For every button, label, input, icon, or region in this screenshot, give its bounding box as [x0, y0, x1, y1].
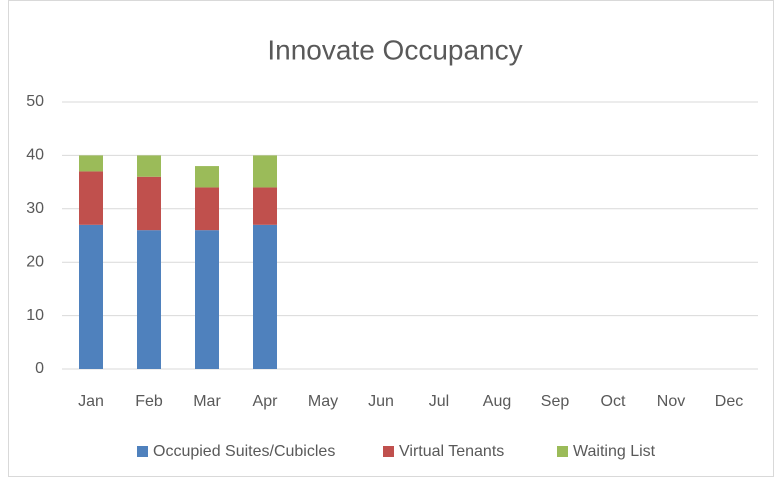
bar-segment — [137, 230, 161, 369]
x-tick-label: Apr — [253, 393, 279, 410]
bar-segment — [195, 230, 219, 369]
y-tick-label: 20 — [26, 253, 44, 270]
bar-segment — [137, 176, 161, 231]
x-tick-label: Jun — [368, 393, 394, 410]
x-tick-label: Feb — [135, 393, 163, 410]
bar-segment — [253, 155, 277, 188]
legend-label: Occupied Suites/Cubicles — [153, 443, 335, 460]
bar-segment — [79, 155, 103, 172]
x-tick-label: Dec — [715, 393, 743, 410]
legend-swatch — [383, 446, 394, 457]
bar-segment — [195, 166, 219, 188]
chart-title: Innovate Occupancy — [267, 34, 522, 65]
bar-segment — [195, 187, 219, 231]
x-tick-label: Aug — [483, 393, 511, 410]
y-tick-label: 10 — [26, 307, 44, 324]
y-tick-label: 30 — [26, 200, 44, 217]
bar-segment — [137, 155, 161, 177]
x-tick-label: Mar — [193, 393, 221, 410]
legend-swatch — [137, 446, 148, 457]
y-tick-label: 50 — [26, 93, 44, 110]
bar-segment — [79, 171, 103, 225]
x-tick-label: May — [308, 393, 338, 410]
chart-border — [8, 0, 774, 477]
x-tick-label: Jul — [429, 393, 449, 410]
x-tick-label: Jan — [78, 393, 104, 410]
y-tick-label: 0 — [35, 360, 44, 377]
legend-label: Waiting List — [573, 443, 656, 460]
bar-segment — [253, 224, 277, 369]
y-tick-label: 40 — [26, 147, 44, 164]
x-tick-label: Oct — [601, 393, 626, 410]
legend-label: Virtual Tenants — [399, 443, 504, 460]
legend-swatch — [557, 446, 568, 457]
bar-segment — [79, 224, 103, 369]
x-tick-label: Sep — [541, 393, 570, 410]
bar-segment — [253, 187, 277, 225]
x-tick-label: Nov — [657, 393, 685, 410]
